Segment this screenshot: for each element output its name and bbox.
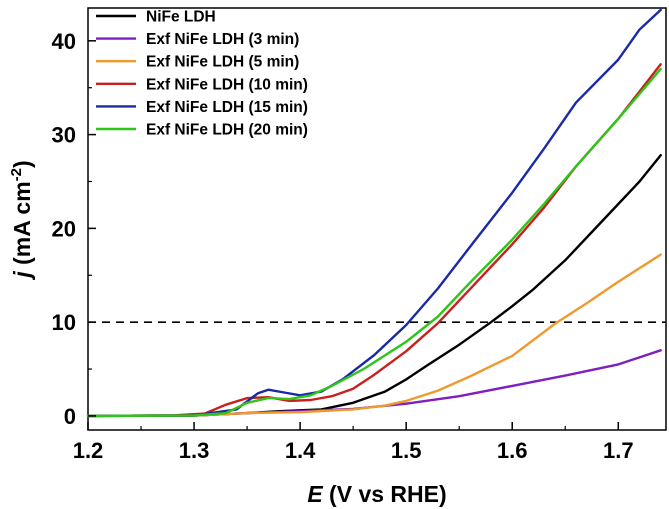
legend-label: NiFe LDH [146, 9, 216, 26]
series-line-4 [86, 8, 662, 418]
series-line-5 [86, 67, 662, 418]
y-tick-label: 10 [52, 310, 76, 335]
series-layer [86, 8, 662, 418]
y-tick-label: 40 [52, 29, 76, 54]
x-axis: 1.2 1.3 1.4 1.5 1.6 1.7 [73, 422, 634, 463]
x-axis-title: E (V vs RHE) [307, 481, 446, 507]
plot-frame [87, 7, 667, 431]
legend: NiFe LDH Exf NiFe LDH (3 min) Exf NiFe LDH… [96, 9, 308, 139]
series-line-0 [86, 154, 662, 418]
y-axis-unit-exponent: -2 [8, 168, 25, 181]
x-tick-label: 1.5 [391, 438, 422, 463]
y-axis-symbol: j [9, 271, 35, 281]
y-tick-label: 30 [52, 123, 76, 148]
legend-label: Exf NiFe LDH (20 min) [146, 122, 308, 139]
y-axis-unit: (mA cm [9, 181, 35, 271]
y-axis-title: j (mA cm-2) [8, 160, 35, 280]
y-axis: 0 10 20 30 40 [52, 29, 96, 429]
x-axis-symbol: E [307, 481, 323, 507]
y-tick-label: 20 [52, 216, 76, 241]
legend-label: Exf NiFe LDH (15 min) [146, 99, 308, 116]
legend-label: Exf NiFe LDH (3 min) [146, 31, 299, 48]
x-tick-label: 1.7 [603, 438, 634, 463]
series-line-3 [86, 63, 662, 418]
y-tick-label: 0 [64, 404, 76, 429]
series-line-2 [86, 253, 662, 418]
x-tick-label: 1.4 [285, 438, 316, 463]
legend-label: Exf NiFe LDH (5 min) [146, 54, 299, 71]
y-axis-close: ) [9, 160, 35, 168]
legend-label: Exf NiFe LDH (10 min) [146, 76, 308, 93]
x-tick-label: 1.3 [179, 438, 210, 463]
x-tick-label: 1.2 [73, 438, 104, 463]
x-axis-unit: (V vs RHE) [323, 481, 447, 507]
x-tick-label: 1.6 [497, 438, 528, 463]
